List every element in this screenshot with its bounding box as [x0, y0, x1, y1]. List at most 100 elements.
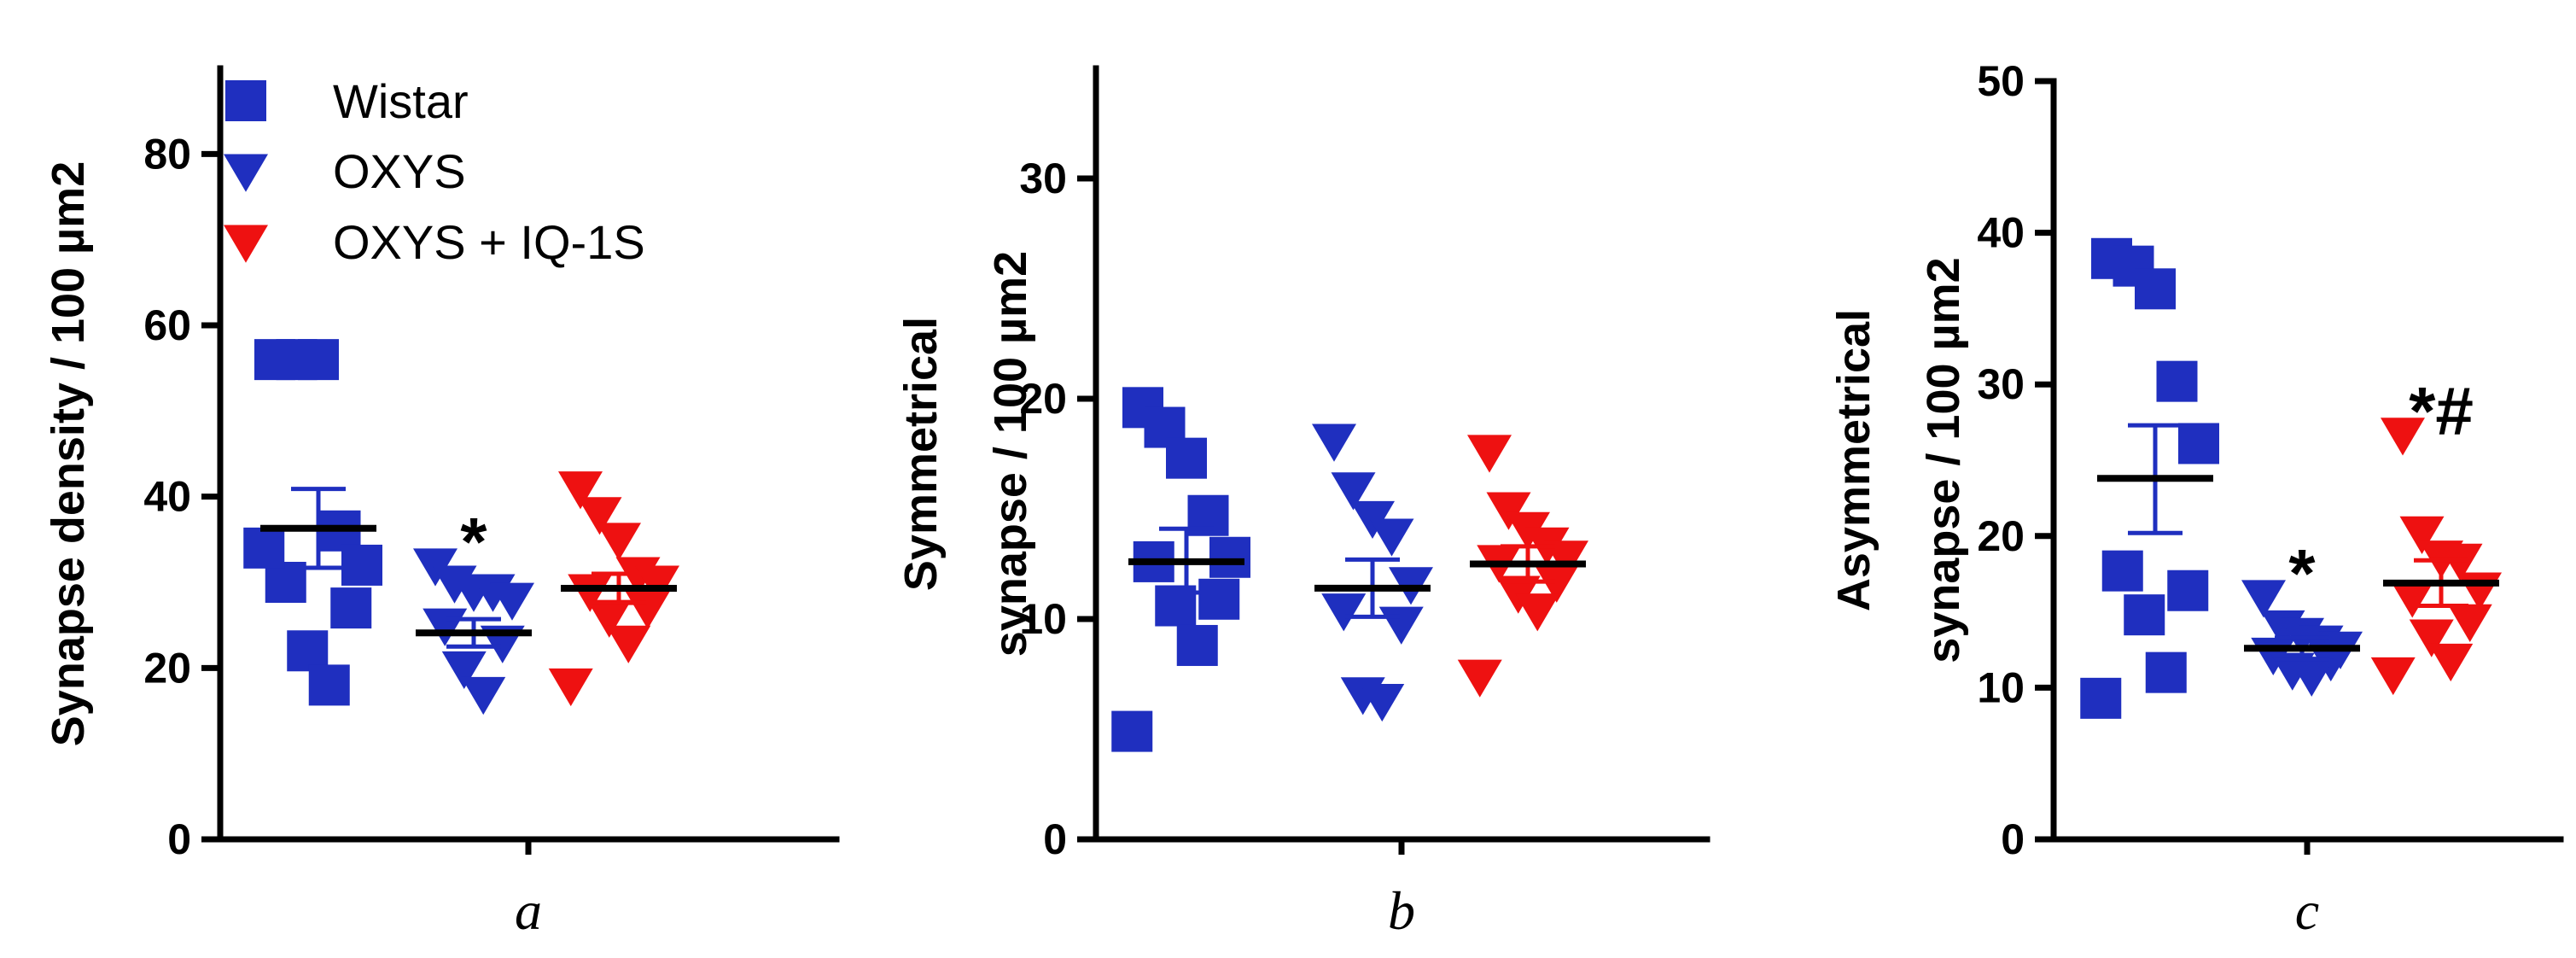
- data-point: [2135, 268, 2176, 310]
- y-tick-label: 10: [1019, 595, 1067, 643]
- data-point: [330, 587, 372, 629]
- data-point: [1198, 578, 1240, 620]
- group-0: [1111, 387, 1250, 752]
- group-2: [1457, 435, 1588, 698]
- data-point: [606, 625, 651, 663]
- y-tick-label: 50: [1977, 57, 2025, 105]
- y-tick-label: 10: [1977, 663, 2025, 711]
- data-point: [2156, 360, 2198, 402]
- data-point: [243, 527, 285, 569]
- data-point: [1176, 624, 1218, 666]
- panel-label: a: [515, 880, 542, 941]
- legend-marker: [225, 80, 266, 121]
- legend: Wistar OXYS OXYS + IQ-1S: [224, 74, 645, 269]
- data-point: [1515, 593, 1560, 632]
- data-point: [1331, 472, 1376, 511]
- group-2: [548, 471, 679, 707]
- data-point: [1209, 536, 1250, 578]
- y-axis-label: Synapse density / 100 µm2: [43, 161, 94, 746]
- legend-item: OXYS: [224, 144, 466, 198]
- data-point: [2409, 619, 2454, 657]
- data-point: [2080, 677, 2122, 719]
- y-tick-label: 0: [1043, 815, 1067, 863]
- data-point: [1166, 437, 1207, 479]
- y-tick-label: 40: [143, 473, 191, 521]
- data-point: [568, 574, 613, 612]
- data-point: [298, 339, 339, 381]
- significance-marker: *#: [2409, 373, 2474, 449]
- y-tick-label: 40: [1977, 209, 2025, 257]
- panel-b: 0 10 20 30 Symmetrical synapse / 100 µm2 b: [895, 65, 1711, 941]
- significance-marker: *: [2288, 535, 2316, 611]
- data-point: [577, 497, 622, 535]
- y-tick-label: 0: [2001, 815, 2025, 863]
- data-point: [423, 608, 468, 646]
- y-tick-label: 20: [1019, 375, 1067, 423]
- data-point: [548, 668, 593, 707]
- panel-c: 0 10 20 30 40 50 Asymmetrical synapse / 100 µm2…: [1828, 57, 2564, 941]
- data-point: [1457, 659, 1502, 698]
- y-axis-label: Symmetrical: [895, 317, 947, 591]
- legend-label: OXYS + IQ-1S: [333, 215, 645, 269]
- data-point: [2428, 643, 2474, 682]
- data-point: [1378, 606, 1424, 645]
- data-point: [625, 591, 670, 629]
- data-point: [2101, 550, 2143, 592]
- group-1: *: [2241, 535, 2363, 697]
- data-point: [2399, 516, 2445, 554]
- y-axis-label: synapse / 100 µm2: [1918, 257, 1969, 663]
- data-point: [2289, 658, 2334, 697]
- data-point: [341, 544, 382, 586]
- data-point: [2145, 651, 2187, 693]
- legend-label: Wistar: [333, 74, 469, 128]
- data-point: [2390, 580, 2435, 618]
- data-point: [1534, 564, 1579, 603]
- legend-label: OXYS: [333, 144, 466, 198]
- data-point: [1111, 710, 1153, 752]
- data-point: [2370, 657, 2416, 696]
- group-0: [2080, 237, 2219, 719]
- y-tick-label: 30: [1977, 360, 2025, 408]
- group-1: *: [413, 504, 534, 716]
- data-point: [597, 523, 641, 561]
- y-tick-label: 60: [143, 301, 191, 349]
- data-point: [461, 676, 506, 716]
- data-point: [2178, 423, 2219, 464]
- significance-marker: *: [460, 504, 487, 580]
- data-point: [490, 582, 534, 621]
- legend-marker: [224, 154, 268, 192]
- data-point: [2438, 543, 2483, 581]
- data-point: [1360, 683, 1405, 722]
- legend-marker: [224, 225, 268, 263]
- data-point: [441, 651, 487, 690]
- data-point: [586, 599, 632, 638]
- group-0: [243, 339, 382, 706]
- y-axis-label: Asymmetrical: [1828, 309, 1880, 611]
- panel-a: 0 20 40 60 80 Synapse density / 100 µm2 a *: [43, 65, 840, 941]
- data-point: [2124, 594, 2165, 636]
- data-point: [2447, 604, 2492, 642]
- group-1: [1312, 424, 1433, 722]
- data-point: [1312, 424, 1356, 462]
- data-point: [2241, 580, 2286, 618]
- data-point: [1369, 518, 1414, 557]
- y-axis-label: synapse / 100 µm2: [985, 251, 1036, 657]
- legend-item: Wistar: [225, 74, 469, 128]
- data-point: [2381, 418, 2425, 456]
- panel-label: b: [1388, 880, 1415, 941]
- group-2: *#: [2370, 373, 2502, 696]
- data-point: [1486, 492, 1531, 530]
- data-point: [1467, 435, 1512, 473]
- y-tick-label: 0: [167, 815, 191, 863]
- legend-item: OXYS + IQ-1S: [224, 215, 645, 269]
- data-point: [2167, 570, 2209, 611]
- panel-label: c: [2295, 880, 2319, 941]
- y-tick-label: 20: [143, 644, 191, 692]
- data-point: [558, 471, 603, 510]
- data-point: [287, 630, 329, 672]
- y-tick-label: 20: [1977, 512, 2025, 560]
- data-point: [308, 664, 350, 706]
- y-tick-label: 30: [1019, 155, 1067, 202]
- data-point: [1544, 540, 1588, 579]
